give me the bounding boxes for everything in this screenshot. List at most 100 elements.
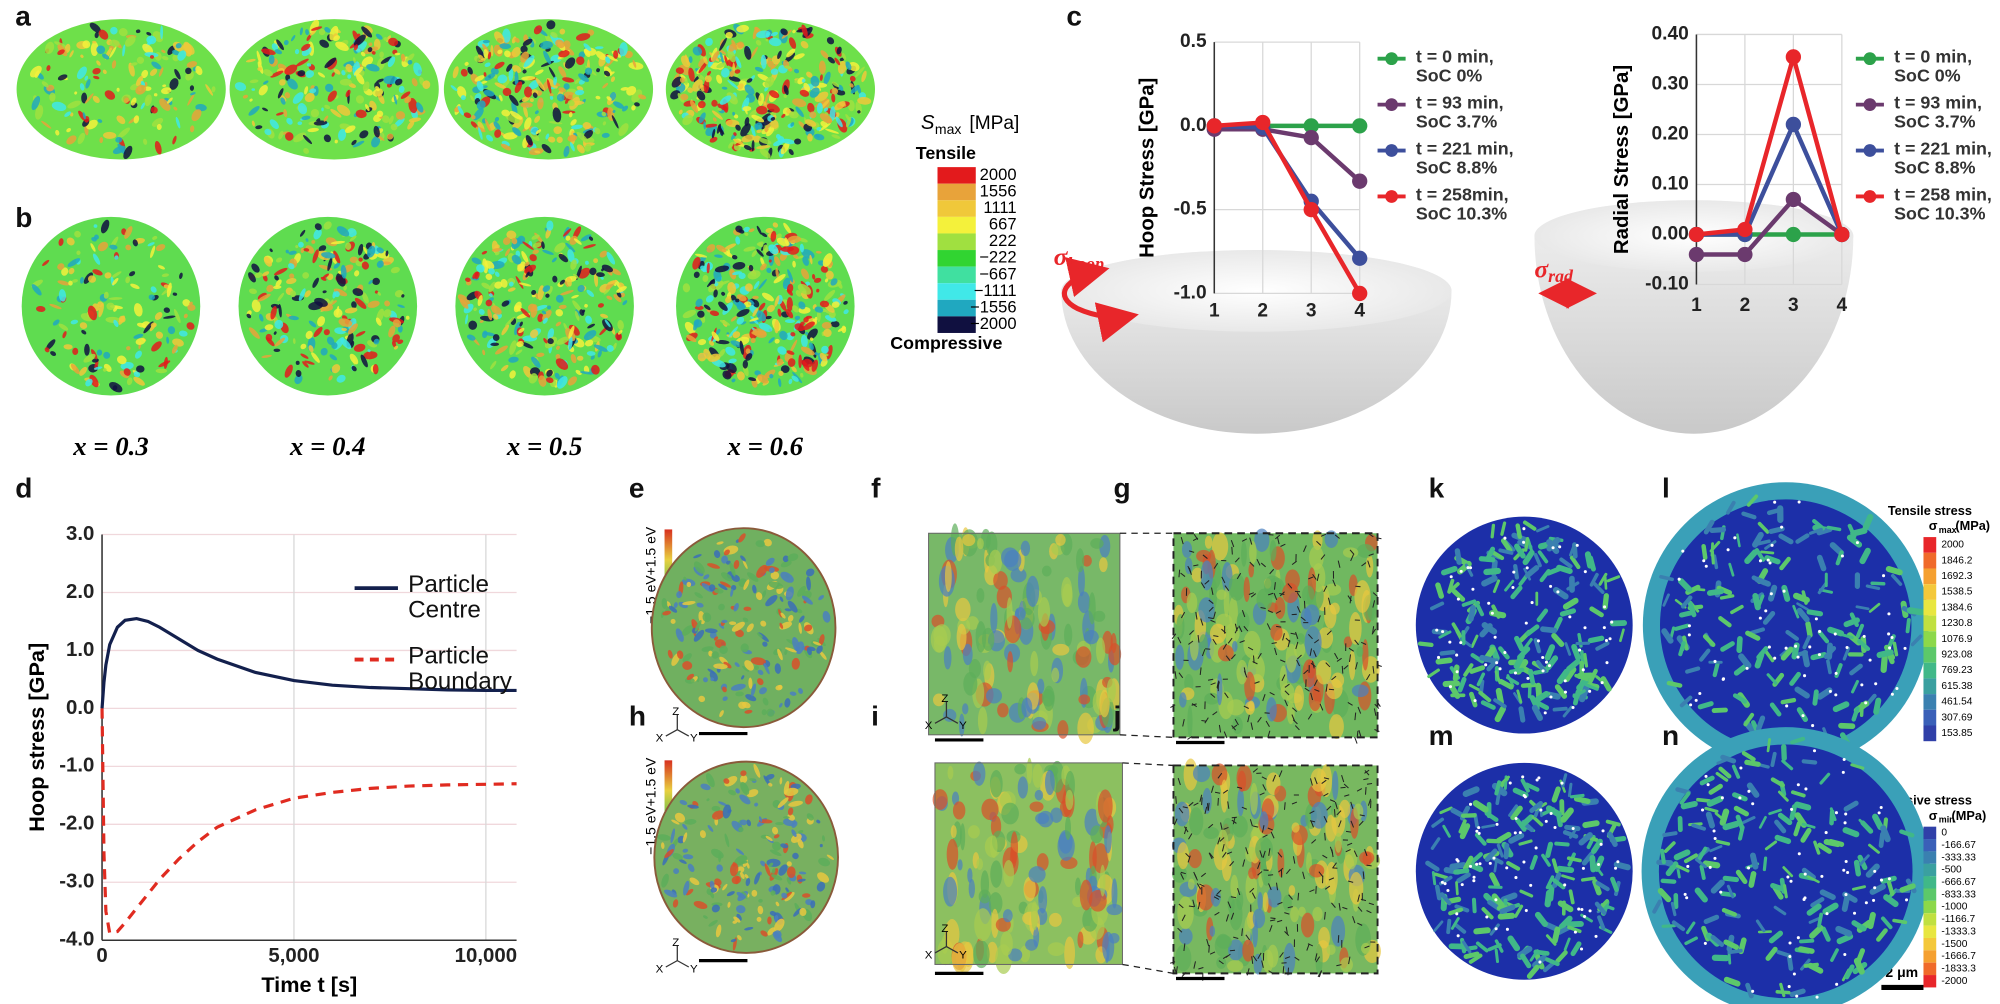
texture-spot — [783, 85, 789, 96]
texture-spot — [774, 914, 779, 923]
texture-spot — [814, 306, 824, 313]
stress-vein — [1801, 759, 1818, 765]
pore — [1769, 592, 1773, 596]
texture-spot — [819, 74, 823, 81]
legend-label: t = 258min, SoC 10.3% — [1415, 185, 1509, 224]
stress-vein — [1868, 602, 1881, 613]
texture-spot — [542, 249, 554, 255]
texture-spot — [682, 832, 688, 843]
particle-a — [443, 19, 654, 160]
texture-spot — [478, 58, 486, 63]
legend-swatch — [937, 233, 976, 251]
pore — [1825, 912, 1829, 916]
texture-spot — [374, 290, 379, 294]
stress-vein — [1446, 918, 1452, 935]
dipole-needle — [1204, 580, 1210, 585]
texture-spot — [704, 123, 718, 128]
texture-spot — [111, 60, 117, 69]
pore — [1844, 812, 1848, 816]
legend-label-box: t = 221 min, SoC 8.8% — [1894, 139, 1992, 176]
texture-spot — [824, 309, 832, 314]
texture-spot — [310, 26, 323, 31]
stress-vein — [1869, 883, 1886, 895]
texture-spot — [1304, 626, 1322, 659]
compressive-symbol: σ — [1929, 808, 1938, 823]
y-tick-label: -1.0 — [59, 755, 94, 777]
texture-spot — [487, 51, 492, 60]
texture-spot — [794, 323, 806, 332]
texture-spot — [388, 37, 399, 47]
energy-high: +1.5 eV — [642, 526, 658, 575]
texture-spot — [157, 265, 166, 270]
texture-spot — [827, 56, 836, 64]
colorbar-tick: 923.08 — [1941, 650, 1972, 661]
texture-spot — [49, 303, 62, 310]
texture-spot — [1077, 712, 1094, 745]
texture-spot — [175, 116, 181, 129]
texture-spot — [690, 100, 699, 113]
stress-vein — [1847, 523, 1857, 539]
texture-spot — [500, 279, 508, 288]
texture-spot — [126, 346, 131, 351]
pore — [1543, 711, 1547, 715]
pore — [1446, 888, 1450, 893]
texture-spot — [595, 51, 606, 61]
texture-spot — [529, 254, 537, 262]
texture-spot — [515, 275, 524, 289]
texture-spot — [144, 81, 148, 87]
pore — [1681, 549, 1685, 553]
texture-spot — [773, 834, 780, 839]
stress-vein — [1754, 576, 1771, 587]
dipole-needle — [1357, 906, 1363, 912]
texture-spot — [733, 916, 741, 923]
pore — [1588, 689, 1592, 693]
stress-vein — [1826, 659, 1832, 675]
texture-spot — [1057, 720, 1069, 739]
pore — [1455, 653, 1459, 657]
texture-spot — [173, 106, 178, 111]
texture-spot — [740, 643, 749, 653]
texture-spot — [670, 90, 681, 100]
stress-vein — [1872, 813, 1884, 831]
texture-spot — [578, 73, 589, 83]
texture-spot — [1220, 779, 1228, 813]
texture-spot — [722, 686, 727, 693]
texture-spot — [728, 43, 736, 52]
legend-marker — [1385, 98, 1398, 111]
texture-spot — [129, 271, 136, 277]
dipole-needle — [1213, 562, 1219, 569]
texture-spot — [284, 92, 291, 99]
pore — [1440, 880, 1444, 884]
stress-vein — [1778, 533, 1794, 545]
pore — [1505, 927, 1509, 931]
dipole-needle — [1310, 662, 1316, 668]
texture-spot — [555, 353, 561, 360]
pore — [1601, 829, 1605, 833]
dipole-needle — [1311, 839, 1317, 844]
texture-spot — [818, 60, 826, 75]
texture-spot — [494, 31, 505, 44]
texture-spot — [547, 79, 552, 94]
sigma-hoop: σhoop — [1054, 242, 1105, 274]
texture-spot — [349, 353, 359, 365]
texture-spot — [743, 606, 752, 611]
pore — [1448, 640, 1452, 644]
texture-spot — [684, 819, 697, 825]
texture-spot — [174, 68, 181, 80]
texture-spot — [271, 43, 279, 51]
texture-spot — [115, 136, 123, 143]
stress-vein — [1557, 900, 1574, 913]
dipole-needle — [1227, 637, 1233, 644]
texture-spot — [594, 46, 604, 50]
texture-spot — [744, 84, 755, 96]
texture-spot — [509, 94, 519, 106]
data-point — [1737, 221, 1753, 238]
texture-spot — [304, 360, 315, 365]
texture-spot — [967, 868, 973, 883]
data-point — [1352, 173, 1368, 189]
y-tick-label: -1.0 — [1174, 282, 1207, 303]
texture-spot — [514, 37, 520, 43]
texture-spot — [742, 106, 752, 112]
dipole-needle — [1241, 806, 1247, 810]
pore — [1602, 626, 1606, 630]
